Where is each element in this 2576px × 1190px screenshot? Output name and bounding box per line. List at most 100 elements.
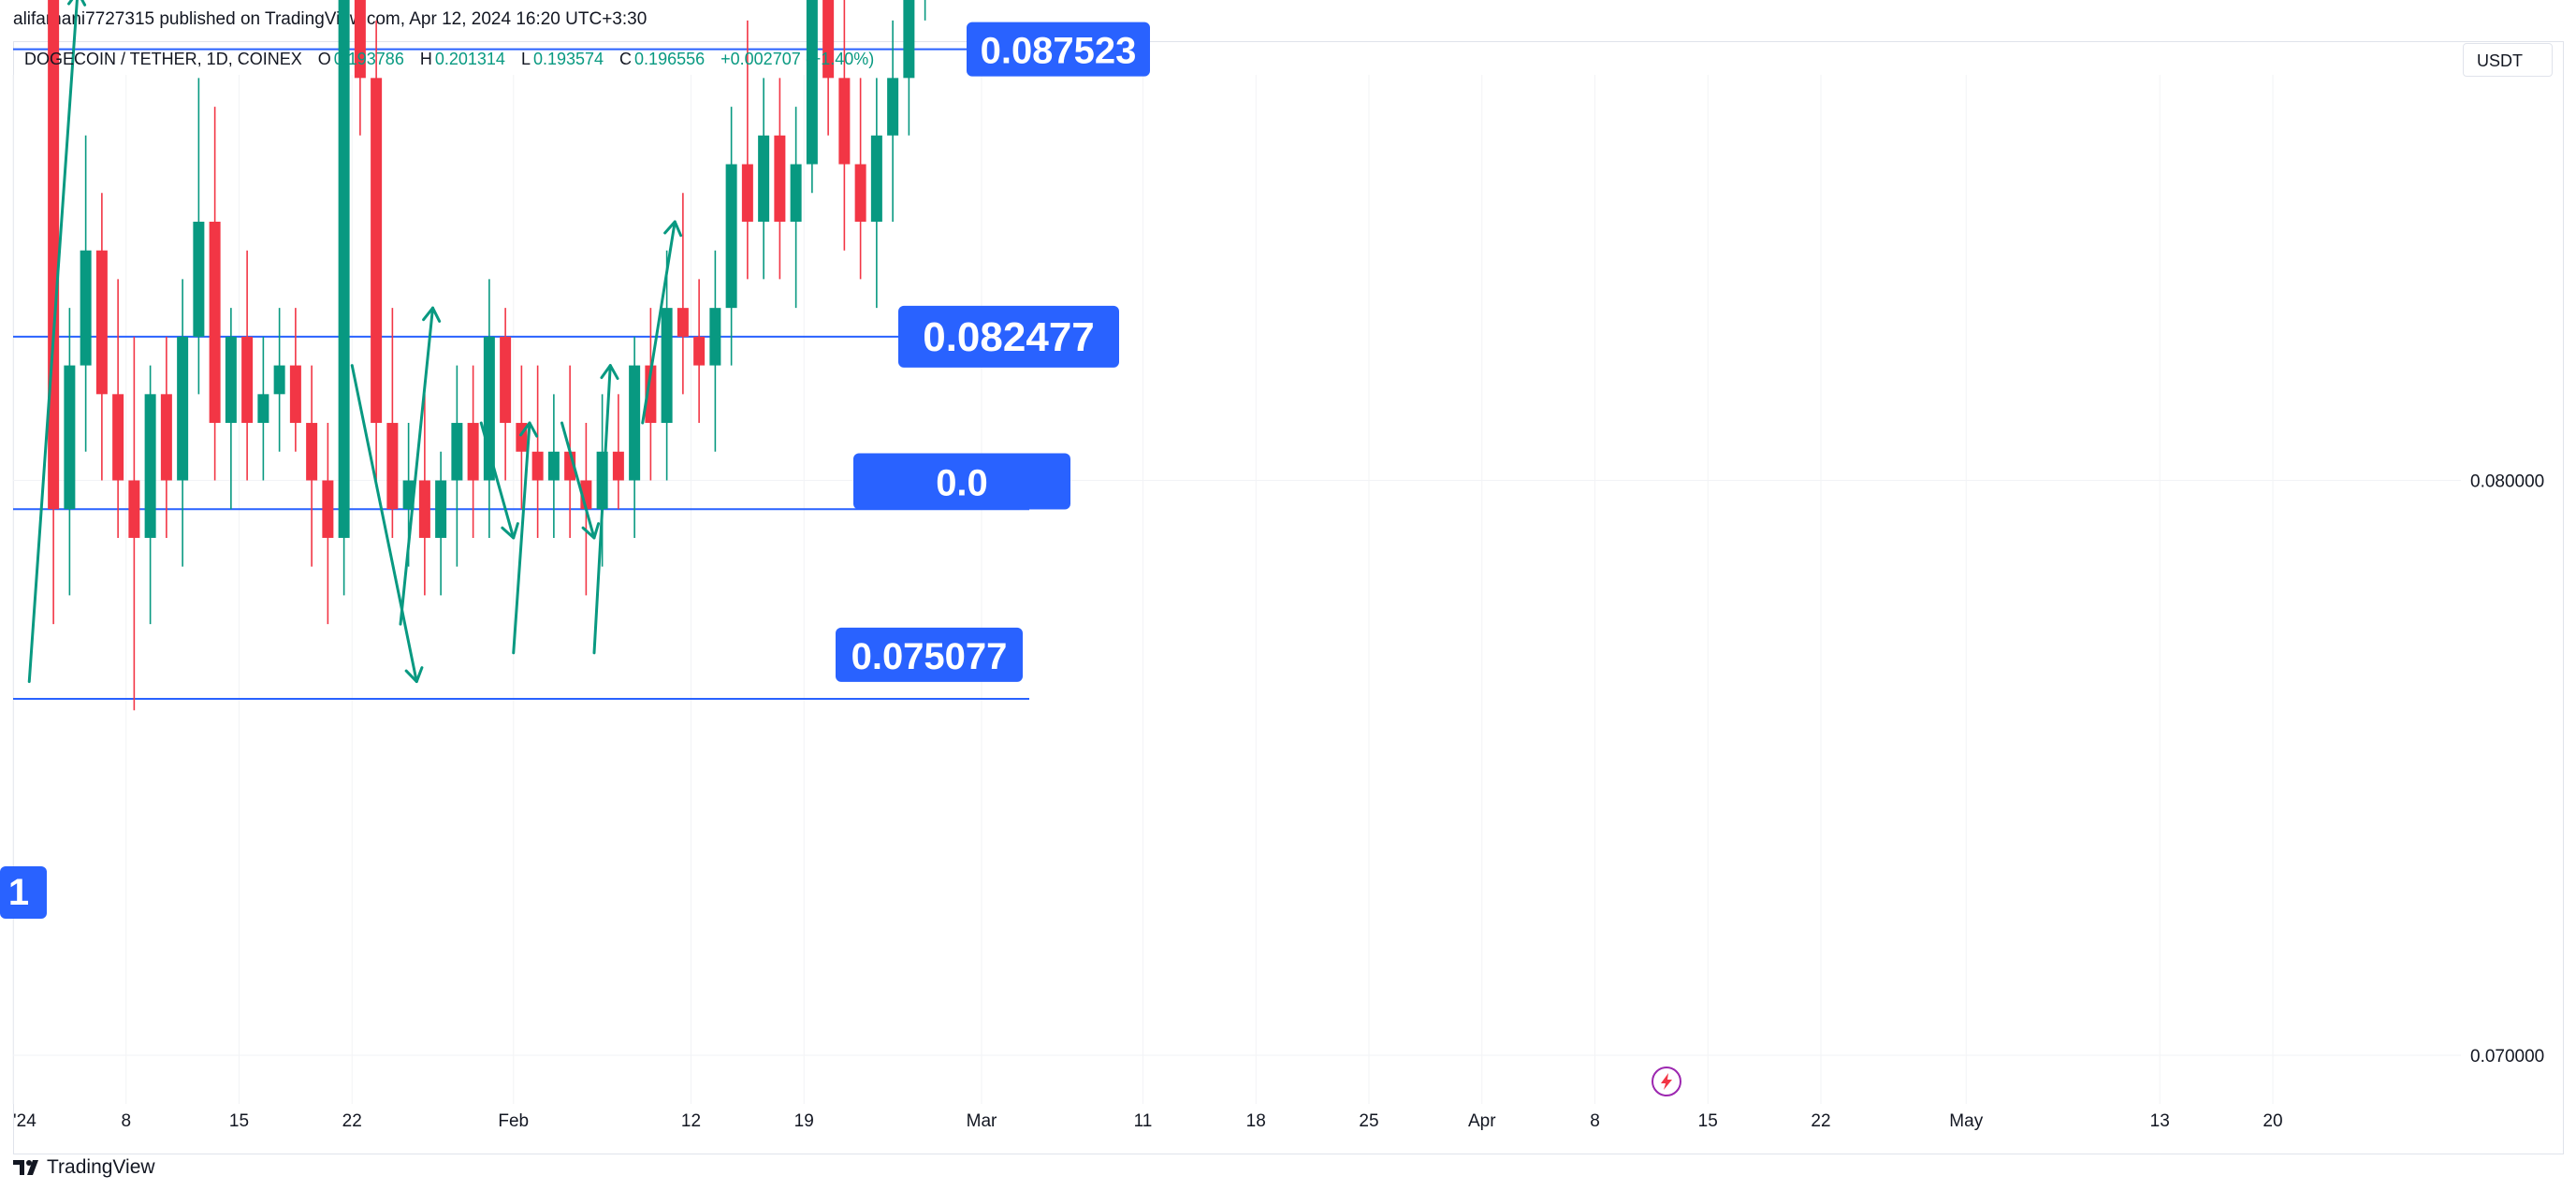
x-tick-label: Mar	[967, 1111, 997, 1131]
x-tick-label: 15	[1698, 1111, 1718, 1131]
small-arrow-shaft	[350, 364, 418, 684]
currency-selector[interactable]: USDT	[2463, 43, 2553, 77]
candle-body	[177, 336, 189, 481]
small-arrow-head	[67, 0, 87, 7]
x-tick-label: May	[1949, 1111, 1983, 1131]
x-tick-label: 15	[229, 1111, 249, 1131]
candle	[645, 308, 657, 481]
candle	[95, 193, 108, 481]
candle	[467, 365, 479, 538]
candle-body	[80, 250, 92, 366]
candle-body	[64, 365, 76, 510]
candle-body	[338, 0, 350, 538]
candle-body	[725, 164, 737, 309]
high-value: 0.201314	[434, 50, 505, 68]
candle-body	[903, 0, 915, 79]
candle	[306, 365, 318, 567]
footer-brand[interactable]: TradingView	[47, 1156, 155, 1178]
small-arrow-head	[422, 306, 442, 323]
candle-body	[758, 135, 770, 222]
candle-body	[371, 78, 383, 424]
trend-arrows	[27, 0, 683, 684]
symbol-legend: DOGECOIN / TETHER, 1D, COINEX O 0.193786 …	[24, 50, 874, 69]
candle-body	[193, 221, 205, 337]
low-label: L	[520, 50, 531, 68]
candle-body	[531, 451, 544, 481]
candle-body	[225, 336, 237, 424]
candle	[661, 250, 673, 481]
candle	[322, 423, 334, 625]
candle	[887, 20, 899, 222]
candle-body	[467, 423, 479, 481]
small-arrow-head	[501, 522, 519, 540]
level-label-0075077: 0.075077	[836, 627, 1023, 682]
candle-body	[709, 308, 721, 366]
x-tick-label: 19	[794, 1111, 814, 1131]
candle-body	[128, 480, 140, 538]
level-label-0082477-box	[898, 305, 1119, 368]
level-label-clipped: 0.0	[853, 453, 1070, 510]
candle-body	[629, 365, 641, 481]
candle	[612, 394, 624, 510]
candle-body	[774, 135, 786, 222]
open-value: 0.193786	[333, 50, 404, 68]
x-tick-label: '24	[13, 1111, 36, 1131]
candle	[80, 135, 92, 452]
candle	[903, 0, 915, 136]
y-tick-label: 0.080000	[2470, 472, 2544, 492]
icons	[1652, 1067, 1681, 1096]
candle-body	[402, 480, 415, 510]
candle-body	[273, 365, 285, 395]
candle-body	[435, 480, 447, 538]
x-tick-label: 8	[1590, 1111, 1600, 1131]
candle	[193, 78, 205, 395]
level-label-left-edge-box	[0, 866, 47, 919]
y-tick-label: 0.070000	[2470, 1047, 2544, 1067]
grid-lines	[12, 75, 2461, 1104]
candle-body	[854, 164, 866, 222]
level-label-0082477-text: 0.082477	[923, 314, 1095, 360]
candle	[709, 250, 721, 452]
small-arrow	[641, 220, 683, 425]
level-label-left-edge: 1	[0, 866, 47, 919]
x-tick-label: 25	[1359, 1111, 1378, 1131]
candle	[48, 0, 60, 625]
symbol-name[interactable]: DOGECOIN / TETHER, 1D, COINEX	[24, 50, 302, 68]
small-arrow-head	[581, 522, 601, 540]
small-arrow	[399, 306, 442, 626]
tradingview-logo-icon[interactable]	[13, 1158, 41, 1177]
small-arrow-shaft	[560, 421, 596, 540]
candle-body	[289, 365, 301, 424]
candle-body	[386, 423, 399, 510]
candle-body	[822, 0, 835, 79]
small-arrow-shaft	[27, 0, 79, 684]
candle	[806, 0, 818, 194]
candle	[693, 279, 706, 424]
small-arrow	[592, 364, 619, 655]
candles	[48, 0, 926, 711]
high-label: H	[419, 50, 432, 68]
close-value: 0.196556	[634, 50, 706, 68]
candle	[338, 0, 350, 596]
small-arrow-head	[519, 421, 539, 438]
small-arrow-shaft	[592, 364, 612, 655]
candle	[112, 279, 124, 538]
candle-body	[500, 336, 512, 424]
candle-body	[645, 365, 657, 424]
candle-body	[790, 164, 802, 222]
candle	[790, 107, 802, 309]
lightning-icon[interactable]	[1652, 1067, 1681, 1096]
candle	[386, 308, 399, 538]
small-arrow-head	[600, 364, 619, 381]
candle-body	[306, 423, 318, 481]
candle	[822, 0, 835, 136]
small-arrow	[512, 421, 539, 655]
candle-body	[322, 480, 334, 538]
candle	[257, 336, 269, 481]
small-arrow-shaft	[479, 421, 516, 540]
level-label-0082477: 0.082477	[898, 305, 1119, 368]
level-labels: 0.2053220.1849790.1453870.1296860.075077…	[0, 22, 1150, 919]
small-arrow	[350, 364, 424, 684]
candle	[547, 394, 560, 538]
